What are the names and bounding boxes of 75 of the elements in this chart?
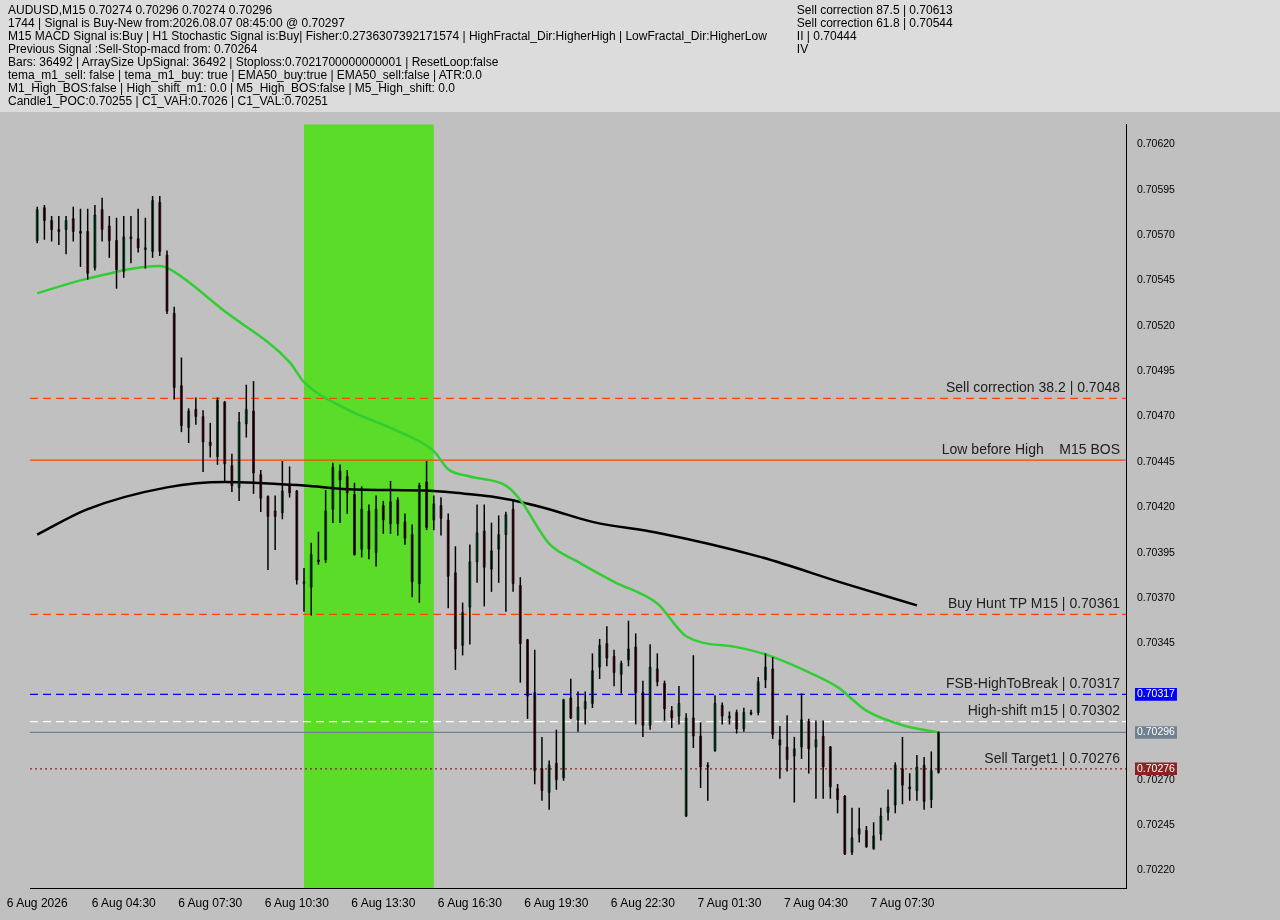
ref-line-label: Sell correction 38.2 | 0.7048 <box>945 379 1121 396</box>
text: M15 MACD Signal is:Buy | H1 Stochastic Signal is:Buy| Fisher:0.2736307392171574 | HighFractal_Dir:HigherHigh | LowFractal_Dir:HigherLow <box>8 29 767 43</box>
y-tick-label: 0.70245 <box>1137 817 1176 830</box>
candlestick <box>937 730 940 775</box>
candlestick <box>771 656 774 740</box>
y-tick-label: 0.70520 <box>1137 318 1176 331</box>
x-tick-label: 6 Aug 13:30 <box>351 896 416 911</box>
ref-line-label: FSB-HighToBreak | 0.70317 <box>945 675 1121 692</box>
ref-line-label: Buy Hunt TP M15 | 0.70361 <box>947 595 1121 612</box>
text: Candle1_POC:0.70255 | C1_VAH:0.7026 | C1_VAL:0.70251 <box>8 94 328 108</box>
y-tick-label: 0.70395 <box>1137 545 1176 558</box>
y-tick-label: 0.70595 <box>1137 182 1176 195</box>
ref-line-label: High-shift m15 | 0.70302 <box>967 702 1121 719</box>
y-tick-label: 0.70545 <box>1137 273 1176 286</box>
candlestick <box>108 215 111 259</box>
y-tick-label: 0.70270 <box>1137 772 1176 785</box>
y-tick-label: 0.70370 <box>1137 591 1176 604</box>
y-tick-label: 0.70445 <box>1137 454 1176 467</box>
x-tick-label: 6 Aug 22:30 <box>610 896 676 911</box>
candlestick <box>836 783 839 815</box>
x-tick-label: 6 Aug 16:30 <box>437 896 503 911</box>
candlestick <box>555 728 558 791</box>
candlestick <box>43 204 46 241</box>
x-tick-label: 6 Aug 10:30 <box>264 896 330 911</box>
line-series <box>35 264 940 734</box>
candlestick <box>461 601 464 657</box>
candlestick <box>656 652 659 688</box>
text: II | 0.70444 <box>796 29 858 43</box>
text: M1_High_BOS:false | High_shift_m1: 0.0 | M5_High_BOS:false | M5_High_shift: 0.0 <box>8 81 456 95</box>
x-tick-label: 7 Aug 01:30 <box>697 896 762 911</box>
candlestick <box>497 514 500 584</box>
y-tick-label: 0.70220 <box>1137 863 1176 876</box>
candlestick <box>180 356 183 433</box>
y-tick-label: 0.70495 <box>1137 364 1176 377</box>
y-tick-label: 0.70620 <box>1137 137 1176 150</box>
candlestick <box>490 521 493 593</box>
text: Sell correction 61.8 | 0.70544 <box>796 16 953 30</box>
text: Bars: 36492 | ArraySize UpSignal: 36492 | Stoploss:0.7021700000000001 | ResetLoop:false <box>8 55 500 69</box>
candlestick <box>151 195 154 259</box>
candlestick <box>382 500 385 535</box>
candlestick <box>79 207 82 268</box>
ref-line-label: Low before High M15 BOS <box>941 441 1120 458</box>
y-tick-label: 0.70276 <box>1137 761 1176 774</box>
y-tick-label: 0.70317 <box>1137 687 1176 700</box>
candlestick <box>526 638 529 720</box>
candlestick <box>598 638 601 680</box>
x-tick-label: 7 Aug 04:30 <box>783 896 849 911</box>
candlestick <box>901 736 904 806</box>
text: tema_m1_sell: false | tema_m1_buy: true | EMA50_buy:true | EMA50_sell:false | ATR:0.0 <box>8 68 482 82</box>
candlestick <box>930 750 933 809</box>
candlestick <box>86 207 89 281</box>
text: IV <box>796 42 810 56</box>
candlestick <box>793 736 796 804</box>
candlestick <box>872 821 875 851</box>
y-tick-label: 0.70420 <box>1137 500 1176 513</box>
y-tick-label: 0.70570 <box>1137 227 1176 240</box>
y-tick-label: 0.70345 <box>1137 636 1176 649</box>
text: 1744 | Signal is Buy-New from:2026.08.07 08:45:00 @ 0.70297 <box>8 16 346 30</box>
x-tick-label: 6 Aug 04:30 <box>91 896 157 911</box>
x-tick-label: 6 Aug 2026 <box>6 896 68 911</box>
y-tick-label: 0.70296 <box>1137 725 1176 738</box>
x-tick-label: 7 Aug 07:30 <box>870 896 935 911</box>
ref-line-label: Sell Target1 | 0.70276 <box>984 749 1121 766</box>
text: Sell correction 87.5 | 0.70613 <box>796 3 953 17</box>
candlestick <box>50 215 53 243</box>
candlestick <box>591 652 594 709</box>
candlestick <box>115 216 118 290</box>
text: Previous Signal :Sell-Stop-macd from: 0.70264 <box>8 42 258 56</box>
candlestick <box>144 216 147 270</box>
x-tick-label: 6 Aug 19:30 <box>524 896 589 911</box>
x-tick-label: 6 Aug 07:30 <box>178 896 243 911</box>
candlestick <box>692 654 695 749</box>
candlestick <box>519 576 522 684</box>
y-tick-label: 0.70470 <box>1137 409 1176 422</box>
chart-title: AUDUSD,M15 0.70274 0.70296 0.70274 0.70296 <box>8 3 274 17</box>
